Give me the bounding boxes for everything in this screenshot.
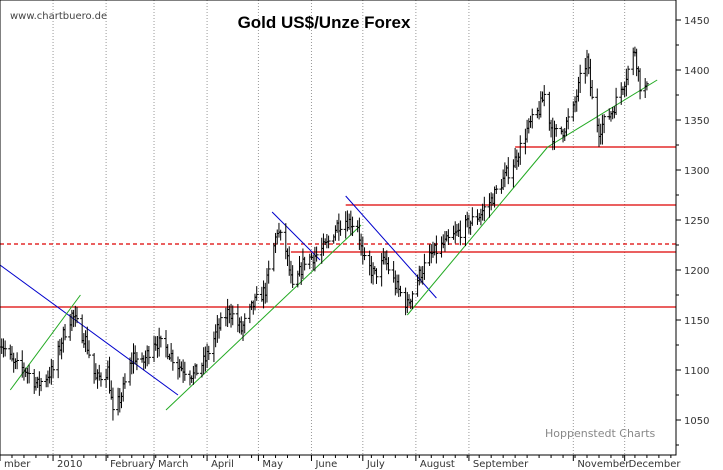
month-label: May: [262, 459, 283, 470]
price-bars: [0, 46, 649, 421]
ohlc-bar: [86, 340, 91, 359]
ohlc-bar: [614, 87, 619, 116]
ohlc-bar: [644, 81, 649, 91]
month-label: mber: [4, 459, 31, 470]
resistance-lines: [0, 146, 676, 308]
ohlc-bar: [542, 85, 547, 107]
trend-line: [406, 146, 549, 316]
trend-line: [547, 79, 658, 148]
ohlc-bar: [626, 65, 631, 86]
ohlc-bar: [470, 207, 475, 226]
ohlc-bar: [51, 360, 56, 378]
trend-line: [0, 264, 179, 396]
ohlc-bar: [434, 235, 439, 264]
ohlc-bar: [218, 312, 223, 331]
plot-frame: [0, 0, 677, 456]
ohlc-bar: [362, 247, 367, 261]
ohlc-bar: [422, 253, 427, 280]
x-axis-ticks: mber 2010 February March April May June July Aug…: [0, 455, 681, 470]
ohlc-bar: [182, 361, 187, 381]
month-label: November: [577, 459, 630, 470]
ohlc-bar: [158, 335, 163, 348]
ohlc-bar: [63, 324, 68, 341]
ohlc-bar: [530, 108, 535, 129]
month-label: April: [211, 459, 234, 470]
ohlc-bar: [638, 68, 643, 100]
ohlc-bar: [302, 256, 307, 271]
y-tick-label: 1050: [684, 416, 709, 427]
month-label: July: [366, 459, 385, 470]
ohlc-bar: [506, 157, 511, 185]
y-axis-ticks: 1050 1100 1150 1200 1250 1300 1350 1400 1450: [676, 16, 709, 446]
y-tick-label: 1400: [684, 66, 709, 77]
credit-label: Hoppenstedt Charts: [545, 427, 656, 440]
ohlc-bar: [206, 345, 211, 361]
ohlc-bar: [266, 260, 271, 284]
month-label: December: [629, 459, 682, 470]
ohlc-bar: [27, 364, 32, 384]
ohlc-bar: [146, 345, 151, 365]
ohlc-bar: [350, 216, 355, 237]
trend-lines: [0, 79, 658, 411]
trend-line: [165, 224, 362, 411]
ohlc-bar: [134, 352, 139, 371]
ohlc-bar: [458, 220, 463, 246]
month-label: September: [473, 459, 529, 470]
ohlc-bar: [98, 372, 103, 387]
ohlc-bar: [110, 387, 115, 421]
month-label: March: [158, 459, 188, 470]
ohlc-bar: [602, 114, 607, 134]
ohlc-bar: [75, 307, 80, 324]
ohlc-bar: [122, 373, 127, 389]
ohlc-bar: [338, 220, 343, 236]
ohlc-bar: [242, 313, 247, 334]
ohlc-bar: [578, 64, 583, 93]
month-label: February: [110, 459, 154, 470]
ohlc-bar: [410, 291, 415, 309]
y-tick-label: 1250: [684, 216, 709, 227]
y-tick-label: 1150: [684, 316, 709, 327]
ohlc-bar: [170, 349, 175, 371]
ohlc-bar: [326, 235, 331, 249]
ohlc-bar: [3, 340, 8, 357]
trend-line: [271, 211, 321, 261]
month-label: August: [420, 459, 455, 470]
ohlc-bar: [446, 229, 451, 245]
ohlc-bar: [590, 79, 595, 100]
ohlc-bar: [554, 124, 559, 137]
month-grid: [52, 0, 626, 455]
ohlc-bar: [398, 285, 403, 297]
chart-title: Gold US$/Unze Forex: [238, 13, 411, 32]
month-label: 2010: [57, 459, 82, 470]
ohlc-bar: [374, 268, 379, 284]
watermark: www.chartbuero.de: [10, 11, 107, 22]
ohlc-bar: [566, 108, 571, 130]
y-tick-label: 1300: [684, 166, 709, 177]
ohlc-bar: [194, 363, 199, 376]
y-tick-label: 1350: [684, 116, 709, 127]
y-tick-label: 1200: [684, 266, 709, 277]
ohlc-bar: [482, 196, 487, 222]
ohlc-bar: [39, 377, 44, 392]
ohlc-bar: [386, 257, 391, 275]
ohlc-bar: [278, 229, 283, 241]
ohlc-bar: [314, 246, 319, 262]
month-label: June: [314, 459, 337, 470]
ohlc-bar: [15, 352, 20, 370]
y-tick-label: 1100: [684, 366, 709, 377]
y-tick-label: 1450: [684, 16, 709, 27]
ohlc-bar: [518, 135, 523, 165]
ohlc-bar: [494, 185, 499, 194]
ohlc-bar: [290, 265, 295, 289]
ohlc-bar: [230, 305, 235, 326]
ohlc-bar: [254, 286, 259, 301]
